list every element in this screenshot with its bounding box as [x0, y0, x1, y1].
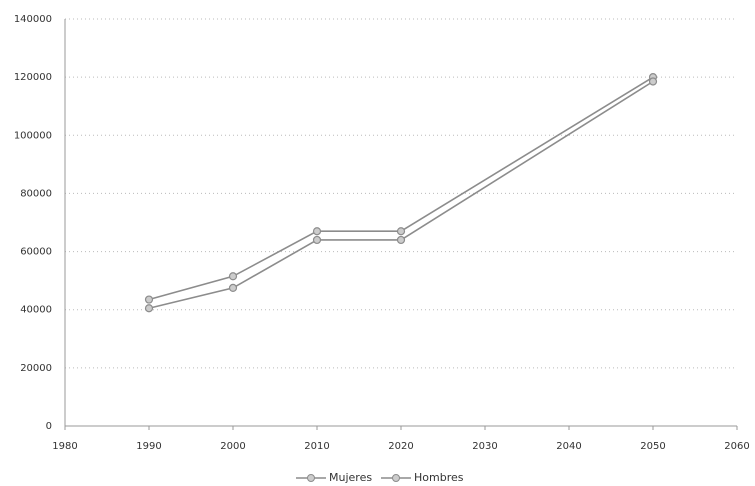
x-tick-label: 2020	[388, 441, 413, 452]
legend-marker	[307, 474, 315, 482]
point	[396, 227, 406, 236]
point	[312, 227, 322, 236]
point	[648, 77, 658, 86]
x-tick-label: 2040	[556, 441, 581, 452]
x-tick-label: 2010	[304, 441, 329, 452]
x-tick-label: 1990	[136, 441, 161, 452]
point	[144, 295, 154, 304]
legend-label: Mujeres	[329, 471, 372, 484]
y-tick-label: 120000	[14, 72, 52, 83]
y-tick-label: 60000	[20, 247, 52, 258]
point	[144, 304, 154, 313]
y-tick-label: 100000	[14, 130, 52, 141]
legend-marker	[392, 474, 400, 482]
legend-label: Hombres	[414, 471, 464, 484]
point	[312, 235, 322, 245]
point	[396, 235, 406, 245]
x-tick-label: 2030	[472, 441, 497, 452]
y-tick-label: 0	[46, 421, 52, 432]
y-tick-label: 40000	[20, 305, 52, 316]
x-tick-label: 2050	[640, 441, 665, 452]
x-tick-label: 1980	[52, 441, 77, 452]
y-tick-label: 20000	[20, 363, 52, 374]
y-tick-label: 140000	[14, 14, 52, 25]
series-line	[148, 80, 654, 310]
point	[228, 272, 238, 281]
x-tick-label: 2000	[220, 441, 245, 452]
point	[228, 283, 238, 293]
x-tick-label: 2060	[724, 441, 749, 452]
series-line	[148, 76, 654, 301]
y-tick-label: 80000	[20, 188, 52, 199]
